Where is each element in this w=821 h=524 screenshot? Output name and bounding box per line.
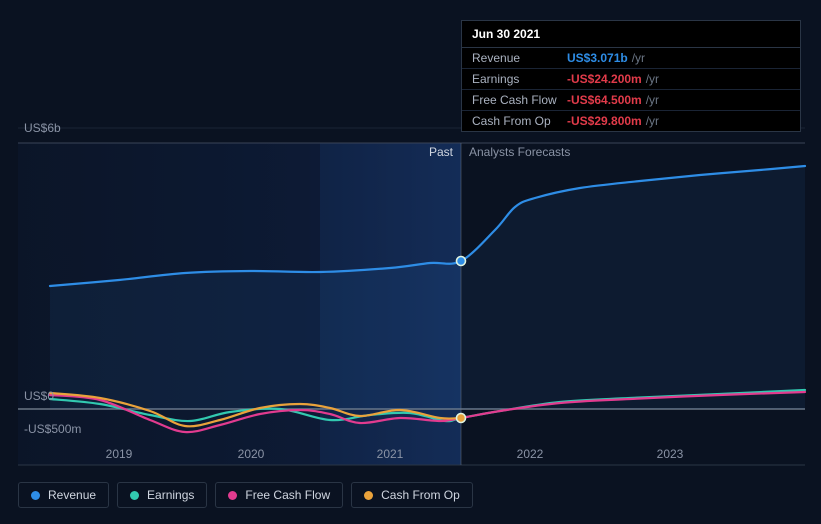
- tooltip-row-label: Cash From Op: [472, 114, 567, 128]
- tooltip-row-unit: /yr: [646, 114, 659, 128]
- tooltip-row: RevenueUS$3.071b/yr: [462, 48, 800, 69]
- tooltip-row-label: Earnings: [472, 72, 567, 86]
- legend-label: Revenue: [48, 488, 96, 502]
- tooltip-row-unit: /yr: [632, 51, 645, 65]
- marker-revenue: [457, 257, 466, 266]
- x-tick-label: 2023: [657, 447, 684, 461]
- y-tick-label: US$6b: [24, 121, 61, 135]
- x-tick-label: 2020: [238, 447, 265, 461]
- legend-item-earnings[interactable]: Earnings: [117, 482, 207, 508]
- legend-item-cfo[interactable]: Cash From Op: [351, 482, 473, 508]
- past-label: Past: [429, 145, 454, 159]
- tooltip-row-label: Revenue: [472, 51, 567, 65]
- tooltip-row-value: US$3.071b: [567, 51, 628, 65]
- tooltip-row-value: -US$64.500m: [567, 93, 642, 107]
- legend-swatch: [130, 491, 139, 500]
- y-tick-label: US$0: [24, 389, 54, 403]
- legend: Revenue Earnings Free Cash Flow Cash From O…: [18, 482, 473, 508]
- tooltip-row: Cash From Op-US$29.800m/yr: [462, 111, 800, 131]
- legend-swatch: [31, 491, 40, 500]
- x-tick-label: 2022: [517, 447, 544, 461]
- tooltip-row-unit: /yr: [646, 72, 659, 86]
- legend-item-fcf[interactable]: Free Cash Flow: [215, 482, 343, 508]
- tooltip-row-unit: /yr: [646, 93, 659, 107]
- tooltip-row-value: -US$24.200m: [567, 72, 642, 86]
- legend-swatch: [228, 491, 237, 500]
- tooltip-row-label: Free Cash Flow: [472, 93, 567, 107]
- marker-lower: [457, 414, 466, 423]
- legend-label: Free Cash Flow: [245, 488, 330, 502]
- tooltip-date: Jun 30 2021: [462, 21, 800, 48]
- legend-item-revenue[interactable]: Revenue: [18, 482, 109, 508]
- chart-container: US$6b US$0 -US$500m 2019 2020 2021 2022 2023 Pas…: [0, 0, 821, 524]
- tooltip-row: Earnings-US$24.200m/yr: [462, 69, 800, 90]
- x-tick-label: 2019: [106, 447, 133, 461]
- tooltip: Jun 30 2021 RevenueUS$3.071b/yrEarnings-…: [461, 20, 801, 132]
- forecast-label: Analysts Forecasts: [469, 145, 570, 159]
- tooltip-row-value: -US$29.800m: [567, 114, 642, 128]
- legend-label: Earnings: [147, 488, 194, 502]
- legend-swatch: [364, 491, 373, 500]
- x-tick-label: 2021: [377, 447, 404, 461]
- legend-label: Cash From Op: [381, 488, 460, 502]
- tooltip-row: Free Cash Flow-US$64.500m/yr: [462, 90, 800, 111]
- y-tick-label: -US$500m: [24, 422, 81, 436]
